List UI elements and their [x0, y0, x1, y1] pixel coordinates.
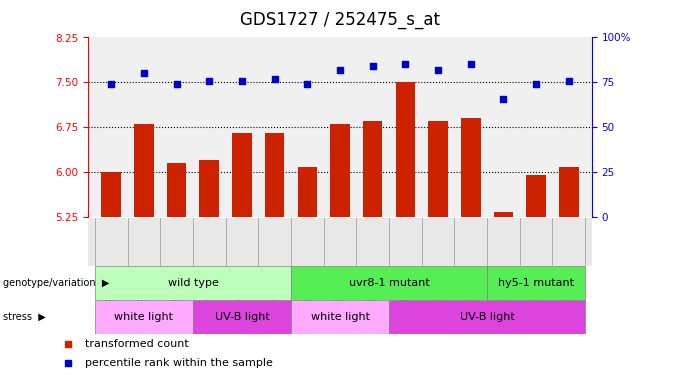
Text: hy5-1 mutant: hy5-1 mutant: [498, 278, 574, 288]
Bar: [101, 172, 121, 217]
Bar: [199, 160, 219, 218]
Bar: [461, 118, 481, 218]
Bar: [559, 166, 579, 218]
Point: [367, 63, 378, 69]
Bar: [167, 164, 186, 218]
Text: wild type: wild type: [167, 278, 218, 288]
Text: transformed count: transformed count: [85, 339, 189, 349]
Point: [237, 78, 248, 84]
Bar: [428, 122, 448, 218]
Text: white light: white light: [114, 312, 173, 322]
Bar: [330, 124, 350, 217]
Point: [335, 67, 345, 73]
Point: [139, 70, 150, 76]
Point: [302, 81, 313, 87]
Point: [432, 67, 443, 73]
Bar: [298, 166, 317, 218]
Bar: [95, 266, 291, 300]
Bar: [363, 122, 382, 218]
Text: uvr8-1 mutant: uvr8-1 mutant: [349, 278, 429, 288]
Bar: [265, 134, 284, 218]
Bar: [193, 300, 291, 334]
Text: UV-B light: UV-B light: [460, 312, 514, 322]
Point: [465, 62, 476, 68]
Point: [563, 78, 574, 84]
Point: [400, 62, 411, 68]
Point: [498, 96, 509, 102]
Text: stress  ▶: stress ▶: [3, 312, 46, 322]
Bar: [396, 82, 415, 218]
Bar: [487, 266, 585, 300]
Point: [530, 81, 541, 87]
Bar: [526, 176, 546, 217]
Text: genotype/variation  ▶: genotype/variation ▶: [3, 278, 109, 288]
Text: GDS1727 / 252475_s_at: GDS1727 / 252475_s_at: [240, 11, 440, 29]
Point: [106, 81, 117, 87]
Point: [269, 76, 280, 82]
Bar: [291, 266, 487, 300]
Bar: [494, 211, 513, 217]
Bar: [95, 300, 193, 334]
Text: percentile rank within the sample: percentile rank within the sample: [85, 358, 273, 368]
Text: white light: white light: [311, 312, 369, 322]
Point: [171, 81, 182, 87]
Bar: [134, 124, 154, 217]
Point: [204, 78, 215, 84]
Text: UV-B light: UV-B light: [215, 312, 269, 322]
Bar: [389, 300, 585, 334]
Bar: [232, 134, 252, 218]
Bar: [291, 300, 389, 334]
